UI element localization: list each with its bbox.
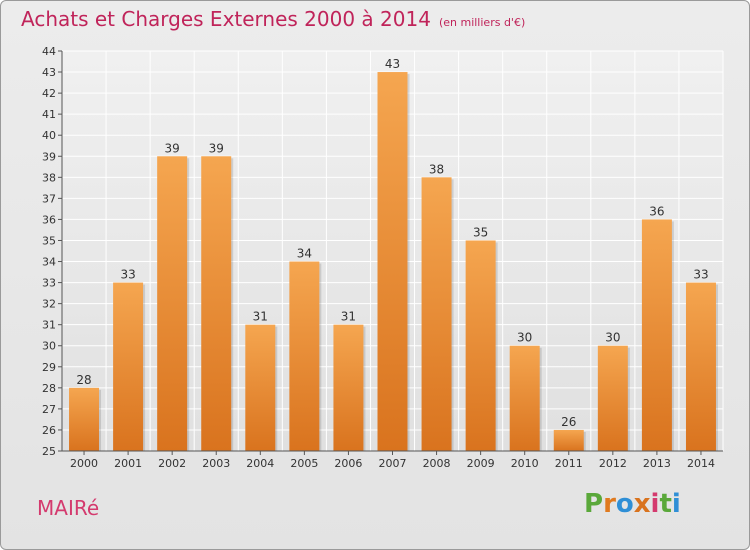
bar-2014 [685,282,716,451]
proxiti-logo[interactable]: Proxiti [584,489,681,519]
y-tick-label: 37 [42,192,56,205]
bar-2005 [289,261,320,451]
y-tick-label: 36 [42,213,56,226]
y-tick-label: 43 [42,66,56,79]
bar-2008 [421,177,452,451]
data-labels: 28 33 39 39 31 34 31 43 38 35 30 26 30 36 33 [76,57,708,429]
bar-2011 [553,429,584,451]
data-label: 36 [649,204,664,218]
logo-letter: x [633,489,651,519]
data-label: 30 [605,331,620,345]
logo-letter: P [584,489,604,519]
data-label: 39 [165,141,180,155]
x-tick-label: 2010 [511,457,539,470]
bar-2007 [377,72,408,451]
chart-subtitle: (en milliers d'€) [438,16,526,29]
data-label: 31 [341,310,356,324]
x-tick-label: 2002 [158,457,186,470]
y-tick-label: 44 [42,45,56,58]
bars [69,72,718,451]
y-tick-label: 38 [42,171,56,184]
x-tick-label: 2012 [599,457,627,470]
bar-2006 [333,324,364,451]
data-label: 35 [473,225,488,239]
logo-letter: i [650,489,660,519]
logo-letter: i [671,489,681,519]
x-tick-label: 2003 [202,457,230,470]
data-label: 34 [297,247,312,261]
y-tick-label: 34 [42,256,56,269]
bar-2002 [157,156,188,451]
data-label: 30 [517,331,532,345]
bar-2013 [641,219,672,451]
y-tick-label: 27 [42,403,56,416]
logo-letter: r [603,489,616,519]
x-tick-label: 2007 [379,457,407,470]
x-tick-label: 2008 [423,457,451,470]
y-tick-label: 31 [42,319,56,332]
x-tick-label: 2001 [114,457,142,470]
logo-letter: t [659,489,672,519]
data-label: 43 [385,57,400,71]
data-label: 38 [429,162,444,176]
y-tick-label: 25 [42,445,56,458]
x-tick-label: 2000 [70,457,98,470]
data-label: 26 [561,415,576,429]
y-tick-label: 40 [42,129,56,142]
data-label: 33 [693,268,708,282]
bar-2010 [509,345,540,451]
logo-letter: o [615,489,634,519]
y-tick-label: 33 [42,277,56,290]
y-tick-label: 42 [42,87,56,100]
data-label: 33 [120,268,135,282]
y-tick-label: 35 [42,234,56,247]
x-tick-label: 2014 [687,457,715,470]
bar-2004 [245,324,276,451]
bar-2009 [465,240,496,451]
x-tick-label: 2011 [555,457,583,470]
bar-2003 [201,156,232,451]
x-tick-label: 2005 [290,457,318,470]
y-tick-label: 28 [42,382,56,395]
x-tick-label: 2006 [334,457,362,470]
x-tick-label: 2009 [467,457,495,470]
data-label: 39 [209,141,224,155]
y-tick-label: 39 [42,150,56,163]
y-tick-label: 29 [42,361,56,374]
y-tick-label: 26 [42,424,56,437]
chart-title: Achats et Charges Externes 2000 à 2014 [21,7,431,31]
bar-2012 [597,345,628,451]
y-tick-label: 32 [42,298,56,311]
chart-header: Achats et Charges Externes 2000 à 2014 (e… [21,7,525,31]
data-label: 28 [76,373,91,387]
data-label: 31 [253,310,268,324]
city-name: MAIRé [37,496,100,520]
axes: 25 26 27 28 29 30 31 32 33 34 35 36 37 38 39 40 41 42 43 44… [42,45,723,470]
y-tick-label: 41 [42,108,56,121]
bar-2000 [69,387,100,451]
bar-2001 [113,282,144,451]
y-tick-label: 30 [42,340,56,353]
x-tick-label: 2004 [246,457,274,470]
x-tick-label: 2013 [643,457,671,470]
